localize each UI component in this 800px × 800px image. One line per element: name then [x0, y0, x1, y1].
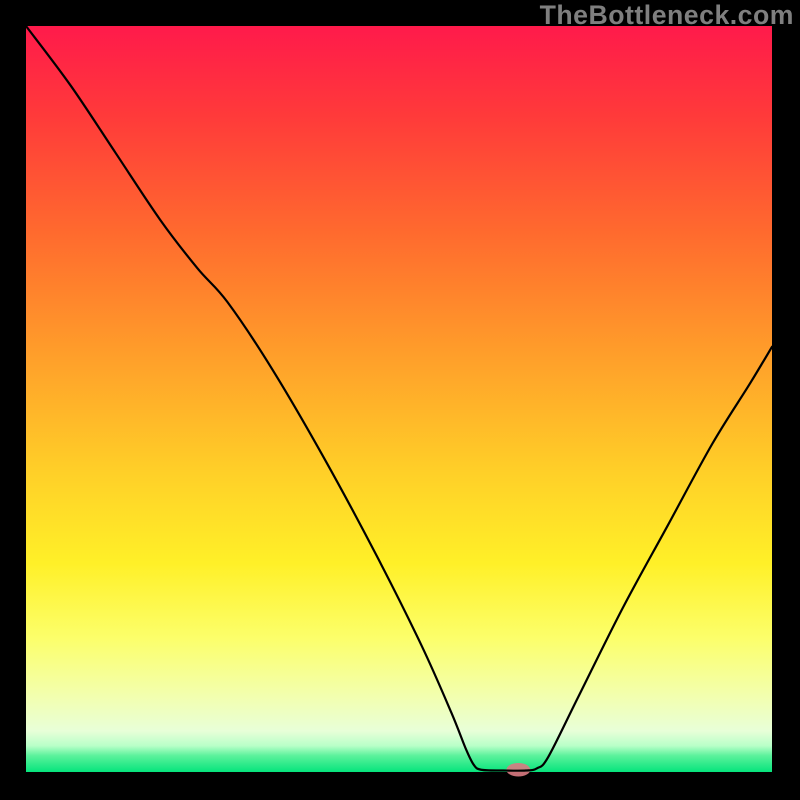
bottleneck-chart — [0, 0, 800, 800]
plot-gradient-background — [26, 26, 772, 772]
watermark-text: TheBottleneck.com — [540, 0, 794, 31]
